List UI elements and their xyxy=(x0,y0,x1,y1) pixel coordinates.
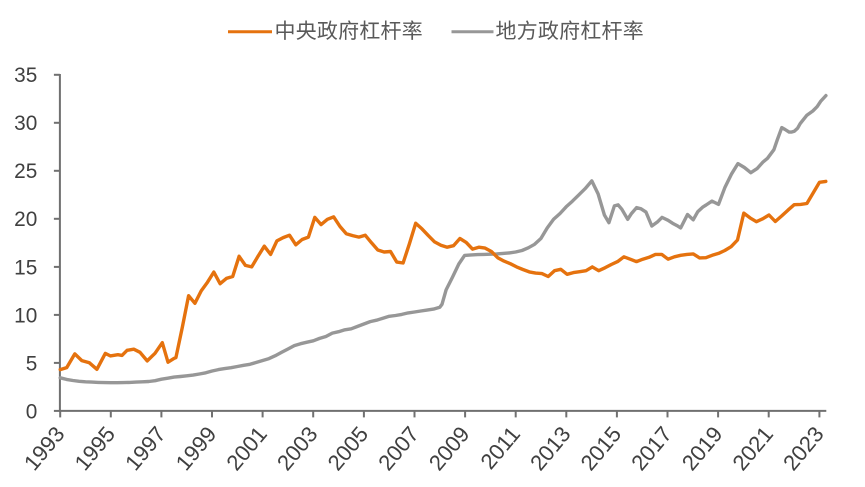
svg-text:5: 5 xyxy=(26,352,38,375)
svg-text:15: 15 xyxy=(14,256,37,279)
svg-text:0: 0 xyxy=(26,400,38,423)
svg-text:10: 10 xyxy=(14,304,37,327)
svg-text:25: 25 xyxy=(14,160,37,183)
svg-text:30: 30 xyxy=(14,112,37,135)
svg-text:35: 35 xyxy=(14,64,37,87)
svg-text:20: 20 xyxy=(14,208,37,231)
